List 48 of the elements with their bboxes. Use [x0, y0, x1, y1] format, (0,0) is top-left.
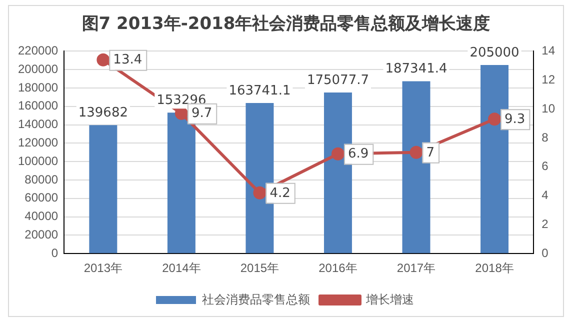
- y-tick-label: 180000: [18, 80, 58, 94]
- y-tick-label: 120000: [18, 136, 58, 150]
- data-label: 205000: [470, 45, 520, 60]
- y2-tick-label: 0: [542, 246, 549, 260]
- y2-tick-label: 10: [542, 101, 556, 116]
- x-tick-label: 2014年: [162, 261, 201, 276]
- y2-tick-label: 4: [542, 188, 549, 202]
- data-label: 9.3: [504, 112, 526, 128]
- y-tick-label: 160000: [18, 98, 58, 113]
- y2-tick-label: 2: [542, 217, 549, 231]
- point: [253, 186, 266, 200]
- x-tick-label: 2016年: [318, 261, 358, 276]
- y-tick-label: 200000: [18, 62, 58, 76]
- point: [96, 53, 110, 66]
- data-label: 175077.7: [306, 72, 369, 88]
- y2-tick-label: 12: [542, 72, 556, 86]
- x-tick-label: 2013年: [84, 261, 123, 276]
- legend-label: 社会消费品零售总额: [202, 292, 310, 306]
- x-tick-label: 2017年: [396, 261, 436, 276]
- legend-label: 增长增速: [365, 292, 414, 306]
- point: [174, 106, 188, 120]
- y-tick-label: 0: [51, 246, 58, 260]
- y-tick-label: 220000: [18, 44, 58, 58]
- y-tick-label: 80000: [24, 172, 58, 186]
- point: [331, 147, 344, 160]
- data-label: 13.4: [113, 52, 142, 68]
- data-label: 163741.1: [228, 83, 291, 98]
- data-label: 187341.4: [385, 62, 448, 77]
- data-label: 4.2: [270, 186, 290, 201]
- point: [488, 112, 502, 126]
- y-tick-label: 20000: [24, 228, 58, 242]
- bar: [89, 125, 118, 254]
- y-tick-label: 140000: [18, 117, 58, 132]
- data-label: 153296: [156, 92, 206, 108]
- y2-tick-label: 14: [542, 44, 556, 58]
- data-label: 6.9: [348, 146, 369, 162]
- y-tick-label: 40000: [24, 209, 58, 224]
- point: [410, 146, 423, 159]
- x-tick-label: 2015年: [240, 261, 280, 276]
- chart-title: 图7 2013年-2018年社会消费品零售总额及增长速度: [80, 13, 492, 35]
- data-label: 9.7: [191, 106, 212, 122]
- y2-tick-label: 8: [542, 130, 549, 144]
- data-label: 7: [426, 145, 435, 160]
- x-tick-label: 2018年: [475, 261, 514, 276]
- data-label: 139682: [78, 105, 128, 120]
- y-tick-label: 60000: [24, 190, 58, 205]
- y2-tick-label: 6: [542, 159, 549, 174]
- y-tick-label: 100000: [18, 154, 58, 168]
